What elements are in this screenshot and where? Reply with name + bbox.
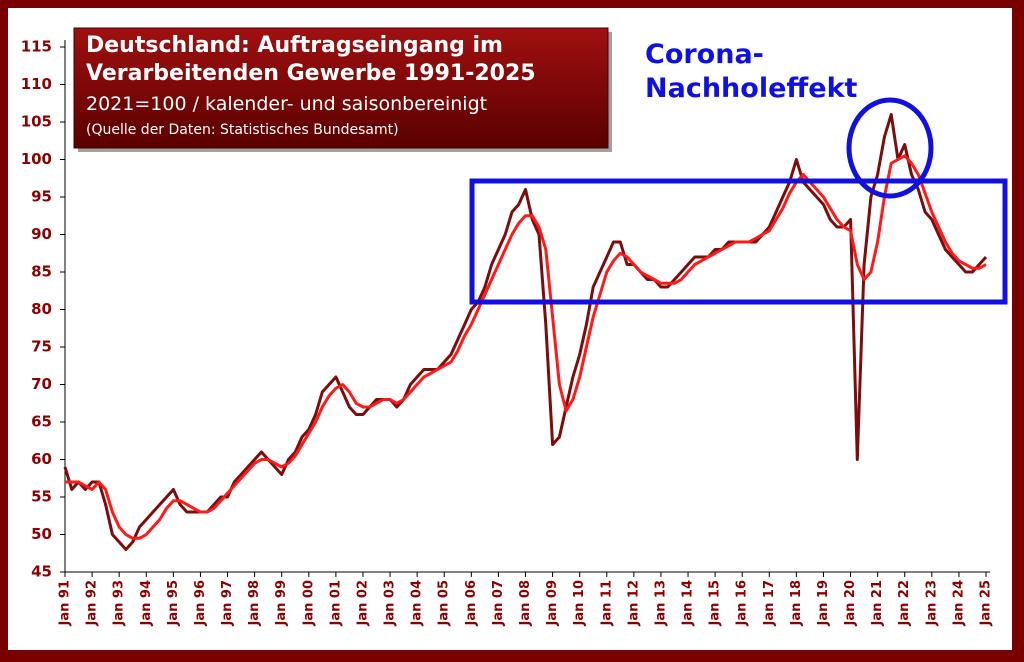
highlight-ellipse xyxy=(846,97,934,199)
x-tick-label: Jan 23 xyxy=(924,580,939,626)
x-tick-label: Jan 01 xyxy=(328,580,343,626)
x-tick-label: Jan 14 xyxy=(681,580,696,626)
x-tick-label: Jan 18 xyxy=(789,580,804,626)
y-tick-label: 65 xyxy=(31,413,52,431)
y-tick-label: 50 xyxy=(31,525,52,543)
x-tick-label: Jan 97 xyxy=(220,580,235,626)
highlight-box xyxy=(469,178,1008,305)
x-tick-label: Jan 06 xyxy=(464,580,479,626)
x-tick-label: Jan 09 xyxy=(545,580,560,626)
title: Verarbeitenden Gewerbe 1991-2025 xyxy=(86,61,536,86)
subtitle: 2021=100 / kalender- und saisonbereinigt xyxy=(86,93,487,115)
x-tick-label: Jan 92 xyxy=(85,580,100,626)
x-tick-label: Jan 17 xyxy=(762,580,777,626)
y-tick-label: 115 xyxy=(21,38,52,56)
x-tick-label: Jan 12 xyxy=(626,580,641,626)
title: Deutschland: Auftragseingang im xyxy=(86,33,503,58)
x-tick-label: Jan 95 xyxy=(166,580,181,626)
y-tick-label: 60 xyxy=(31,450,52,468)
y-tick-label: 110 xyxy=(21,75,52,93)
y-tick-label: 100 xyxy=(21,150,52,168)
y-tick-label: 90 xyxy=(31,225,52,243)
source: (Quelle der Daten: Statistisches Bundesa… xyxy=(86,122,399,138)
annotation: Corona- xyxy=(645,39,764,70)
title-box xyxy=(73,27,609,149)
y-tick-label: 75 xyxy=(31,338,52,356)
y-tick-label: 105 xyxy=(21,113,52,131)
x-tick-label: Jan 94 xyxy=(139,580,154,626)
x-tick-label: Jan 24 xyxy=(951,580,966,626)
x-tick-label: Jan 02 xyxy=(355,580,370,626)
x-tick-label: Jan 11 xyxy=(599,580,614,626)
annotation: Nachholeffekt xyxy=(645,73,858,104)
x-tick-label: Jan 05 xyxy=(437,580,452,626)
x-tick-label: Jan 21 xyxy=(870,580,885,626)
x-tick-label: Jan 13 xyxy=(653,580,668,626)
x-tick-label: Jan 07 xyxy=(491,580,506,626)
x-tick-label: Jan 00 xyxy=(301,580,316,626)
x-tick-label: Jan 25 xyxy=(979,580,994,626)
series-line xyxy=(63,113,988,551)
x-tick-label: Jan 10 xyxy=(572,580,587,626)
y-tick-label: 80 xyxy=(31,300,52,318)
y-tick-label: 85 xyxy=(31,263,52,281)
x-tick-label: Jan 20 xyxy=(843,580,858,626)
y-tick-label: 55 xyxy=(31,488,52,506)
x-tick-label: Jan 93 xyxy=(112,580,127,626)
x-tick-label: Jan 98 xyxy=(247,580,262,626)
y-tick-label: 45 xyxy=(31,563,52,581)
x-tick-label: Jan 91 xyxy=(58,580,73,626)
series-line xyxy=(65,154,987,540)
x-tick-label: Jan 15 xyxy=(708,580,723,626)
x-tick-label: Jan 96 xyxy=(193,580,208,626)
x-tick-label: Jan 08 xyxy=(518,580,533,626)
x-tick-label: Jan 19 xyxy=(816,580,831,626)
y-tick-label: 95 xyxy=(31,188,52,206)
y-tick-label: 70 xyxy=(31,375,52,393)
x-tick-label: Jan 04 xyxy=(410,580,425,626)
x-tick-label: Jan 22 xyxy=(897,580,912,626)
x-tick-label: Jan 99 xyxy=(274,580,289,626)
x-tick-label: Jan 16 xyxy=(735,580,750,626)
x-tick-label: Jan 03 xyxy=(383,580,398,626)
